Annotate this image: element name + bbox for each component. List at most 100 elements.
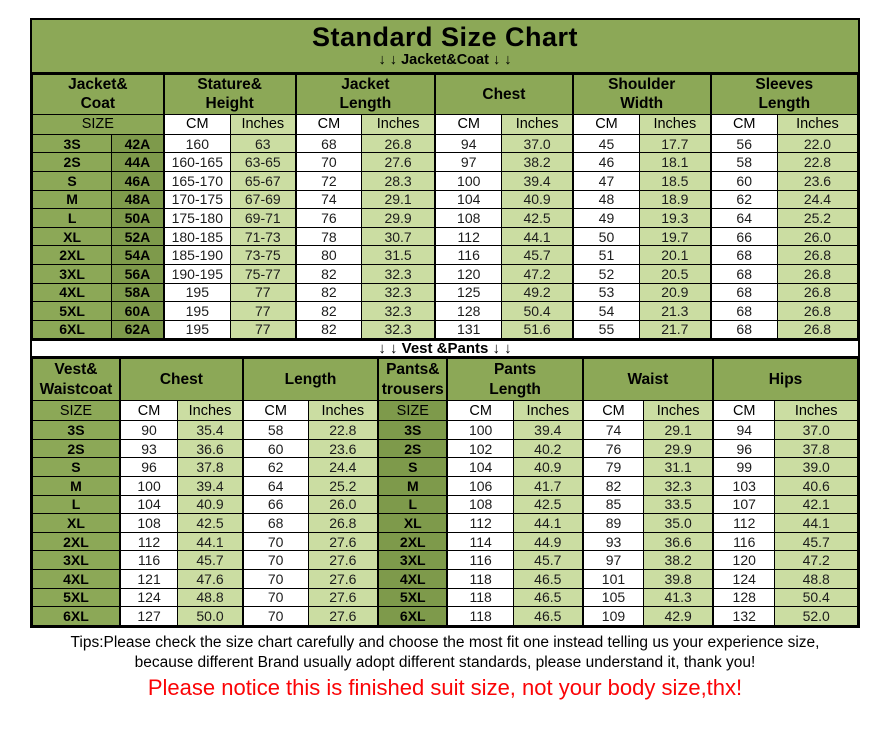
size-cell: S — [377, 457, 448, 478]
value-cell: 44.1 — [512, 513, 584, 533]
value-cell: 36.6 — [177, 438, 244, 459]
unit-cell-inches: Inches — [643, 400, 714, 422]
value-cell: 44.1 — [177, 531, 244, 552]
size-cell: 5XL — [377, 587, 448, 608]
column-header-jacket-length: Jacket Length — [294, 74, 436, 115]
value-cell: 118 — [446, 587, 514, 608]
value-cell: 93 — [581, 531, 645, 552]
size-cell: 2S — [31, 438, 121, 459]
value-cell: 22.0 — [776, 133, 859, 154]
value-cell: 82 — [294, 301, 363, 321]
value-cell: 42.1 — [774, 494, 858, 515]
value-cell: 39.4 — [501, 170, 574, 191]
value-cell: 42.9 — [643, 606, 714, 626]
value-cell: 45.7 — [774, 531, 858, 552]
size-cell: 3XL — [31, 550, 121, 571]
value-cell: 128 — [712, 587, 776, 608]
table-row: 3XL 56A 190-195 75-77 82 32.3 120 47.2 52 20.5 68 2… — [31, 263, 859, 284]
value-cell: 112 — [434, 226, 503, 247]
value-cell: 40.2 — [512, 438, 584, 459]
value-cell: 175-180 — [162, 208, 231, 228]
value-cell: 26.0 — [307, 494, 379, 515]
size-cell: 3S — [31, 420, 121, 440]
value-cell: 47.2 — [501, 263, 574, 284]
table-row: 3S 90 35.4 58 22.8 3S 100 39.4 74 29.1 94 37.0 — [31, 420, 858, 440]
value-cell: 65-67 — [229, 170, 297, 191]
size-cell: 52A — [111, 226, 165, 247]
value-cell: 51 — [571, 245, 641, 265]
header-line: Waistcoat — [39, 380, 113, 398]
size-cell: 4XL — [31, 282, 113, 303]
value-cell: 97 — [434, 152, 503, 172]
size-cell: S — [31, 170, 113, 191]
footer-notes: Tips:Please check the size chart careful… — [0, 633, 890, 701]
value-cell: 124 — [712, 569, 776, 589]
value-cell: 46.5 — [512, 606, 584, 626]
value-cell: 69-71 — [229, 208, 297, 228]
value-cell: 29.9 — [361, 208, 436, 228]
value-cell: 27.6 — [307, 531, 379, 552]
value-cell: 74 — [581, 420, 645, 440]
unit-cell-inches: Inches — [774, 400, 858, 422]
value-cell: 21.3 — [639, 301, 712, 321]
size-cell: M — [31, 189, 113, 210]
value-cell: 20.5 — [639, 263, 712, 284]
value-cell: 112 — [712, 513, 776, 533]
value-cell: 77 — [229, 282, 297, 303]
table-row: 3S 42A 160 63 68 26.8 94 37.0 45 17.7 56 22.0 — [31, 133, 859, 154]
value-cell: 82 — [294, 282, 363, 303]
unit-cell-inches: Inches — [639, 113, 712, 135]
size-cell: 3S — [31, 133, 113, 154]
table-row: 3XL 116 45.7 70 27.6 3XL 116 45.7 97 38.2 120 47.2 — [31, 550, 858, 571]
value-cell: 75-77 — [229, 263, 297, 284]
value-cell: 50.4 — [501, 301, 574, 321]
table-row: S 46A 165-170 65-67 72 28.3 100 39.4 47 18.5 60 23.… — [31, 170, 859, 191]
table-row: M 100 39.4 64 25.2 M 106 41.7 82 32.3 103 40.6 — [31, 476, 858, 496]
size-cell: 54A — [111, 245, 165, 265]
value-cell: 131 — [434, 319, 503, 340]
header-line: Jacket& — [68, 76, 128, 93]
table-row: 5XL 60A 195 77 82 32.3 128 50.4 54 21.3 68 26.8 — [31, 301, 859, 321]
column-header-vest-waistcoat: Vest& Waistcoat — [31, 358, 121, 402]
value-cell: 27.6 — [307, 569, 379, 589]
value-cell: 112 — [446, 513, 514, 533]
header-line: Length — [339, 95, 392, 113]
value-cell: 32.3 — [361, 282, 436, 303]
value-cell: 76 — [581, 438, 645, 459]
unit-cell-cm: CM — [434, 113, 503, 135]
value-cell: 23.6 — [776, 170, 859, 191]
column-header-jacket-coat: Jacket& Coat — [31, 74, 165, 115]
value-cell: 128 — [434, 301, 503, 321]
value-cell: 195 — [162, 319, 231, 340]
value-cell: 50.0 — [177, 606, 244, 626]
value-cell: 60 — [709, 170, 778, 191]
size-cell: 56A — [111, 263, 165, 284]
value-cell: 160 — [162, 133, 231, 154]
size-cell: 4XL — [377, 569, 448, 589]
size-cell: 2XL — [31, 531, 121, 552]
value-cell: 20.9 — [639, 282, 712, 303]
size-cell: 46A — [111, 170, 165, 191]
value-cell: 116 — [712, 531, 776, 552]
value-cell: 55 — [571, 319, 641, 340]
value-cell: 37.0 — [774, 420, 858, 440]
table-row: 6XL 127 50.0 70 27.6 6XL 118 46.5 109 42.9 132 52.0 — [31, 606, 858, 626]
value-cell: 31.5 — [361, 245, 436, 265]
value-cell: 58 — [709, 152, 778, 172]
value-cell: 25.2 — [307, 476, 379, 496]
value-cell: 35.0 — [643, 513, 714, 533]
column-header-sleeves-length: Sleeves Length — [709, 74, 858, 115]
value-cell: 74 — [294, 189, 363, 210]
size-chart: Standard Size Chart ↓ ↓ Jacket&Coat ↓ ↓ … — [30, 18, 860, 628]
value-cell: 27.6 — [307, 550, 379, 571]
value-cell: 62 — [709, 189, 778, 210]
value-cell: 71-73 — [229, 226, 297, 247]
header-row: Vest& Waistcoat Chest Length Pants& trou… — [31, 358, 859, 402]
value-cell: 114 — [446, 531, 514, 552]
value-cell: 63 — [229, 133, 297, 154]
table-row: 2S 93 36.6 60 23.6 2S 102 40.2 76 29.9 96 37.8 — [31, 438, 858, 459]
size-cell: 58A — [111, 282, 165, 303]
size-cell: 2XL — [31, 245, 113, 265]
value-cell: 97 — [581, 550, 645, 571]
value-cell: 53 — [571, 282, 641, 303]
